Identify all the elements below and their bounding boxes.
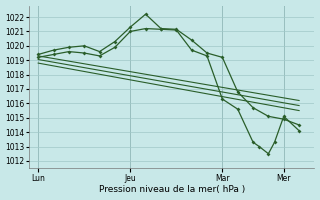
X-axis label: Pression niveau de la mer( hPa ): Pression niveau de la mer( hPa ) bbox=[99, 185, 245, 194]
